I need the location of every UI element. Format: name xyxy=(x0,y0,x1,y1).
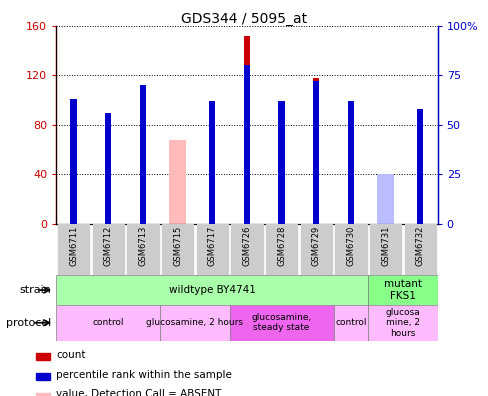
Bar xyxy=(162,224,193,275)
Bar xyxy=(265,224,297,275)
Text: mutant
FKS1: mutant FKS1 xyxy=(383,279,421,301)
Text: GSM6731: GSM6731 xyxy=(380,225,389,266)
Bar xyxy=(160,305,229,341)
Text: GSM6726: GSM6726 xyxy=(242,225,251,266)
Text: glucosamine, 2 hours: glucosamine, 2 hours xyxy=(146,318,243,327)
Bar xyxy=(36,353,50,360)
Bar xyxy=(196,224,227,275)
Bar xyxy=(229,305,333,341)
Text: GSM6712: GSM6712 xyxy=(103,225,113,266)
Bar xyxy=(105,113,111,224)
Bar xyxy=(140,97,146,224)
Text: GSM6730: GSM6730 xyxy=(346,225,355,266)
Bar xyxy=(168,139,186,224)
Bar xyxy=(58,224,89,275)
Bar xyxy=(278,101,284,224)
Bar xyxy=(300,224,331,275)
Text: glucosa
mine, 2
hours: glucosa mine, 2 hours xyxy=(385,308,420,338)
Text: GSM6717: GSM6717 xyxy=(207,225,216,266)
Bar xyxy=(70,99,77,224)
Bar xyxy=(244,65,249,224)
Bar xyxy=(56,305,160,341)
Bar xyxy=(376,174,393,224)
Bar xyxy=(376,174,393,224)
Text: GSM6729: GSM6729 xyxy=(311,225,320,266)
Bar xyxy=(347,101,353,224)
Bar xyxy=(347,103,353,224)
Bar xyxy=(92,224,123,275)
Bar xyxy=(312,81,319,224)
Text: percentile rank within the sample: percentile rank within the sample xyxy=(56,369,231,380)
Text: count: count xyxy=(56,350,85,360)
Bar xyxy=(231,224,262,275)
Text: GSM6711: GSM6711 xyxy=(69,225,78,266)
Text: GSM6732: GSM6732 xyxy=(415,225,424,266)
Text: GSM6715: GSM6715 xyxy=(173,225,182,266)
Text: GDS344 / 5095_at: GDS344 / 5095_at xyxy=(181,12,307,26)
Text: strain: strain xyxy=(20,285,51,295)
Bar xyxy=(333,305,367,341)
Text: value, Detection Call = ABSENT: value, Detection Call = ABSENT xyxy=(56,389,221,396)
Bar xyxy=(278,118,284,224)
Text: GSM6728: GSM6728 xyxy=(277,225,285,266)
Text: glucosamine,
steady state: glucosamine, steady state xyxy=(251,313,311,332)
Bar xyxy=(404,224,435,275)
Bar xyxy=(105,154,111,224)
Bar xyxy=(367,275,437,305)
Bar xyxy=(416,147,423,224)
Bar xyxy=(56,275,367,305)
Text: protocol: protocol xyxy=(6,318,51,328)
Bar xyxy=(140,85,146,224)
Bar xyxy=(209,131,215,224)
Text: wildtype BY4741: wildtype BY4741 xyxy=(168,285,255,295)
Bar xyxy=(36,393,50,396)
Bar xyxy=(209,101,215,224)
Text: control: control xyxy=(92,318,124,327)
Text: control: control xyxy=(335,318,366,327)
Bar xyxy=(36,373,50,380)
Bar xyxy=(369,224,401,275)
Text: GSM6713: GSM6713 xyxy=(138,225,147,266)
Bar xyxy=(244,36,249,224)
Bar xyxy=(70,137,77,224)
Bar xyxy=(312,78,319,224)
Bar xyxy=(335,224,366,275)
Bar xyxy=(367,305,437,341)
Bar xyxy=(416,109,423,224)
Bar xyxy=(127,224,158,275)
